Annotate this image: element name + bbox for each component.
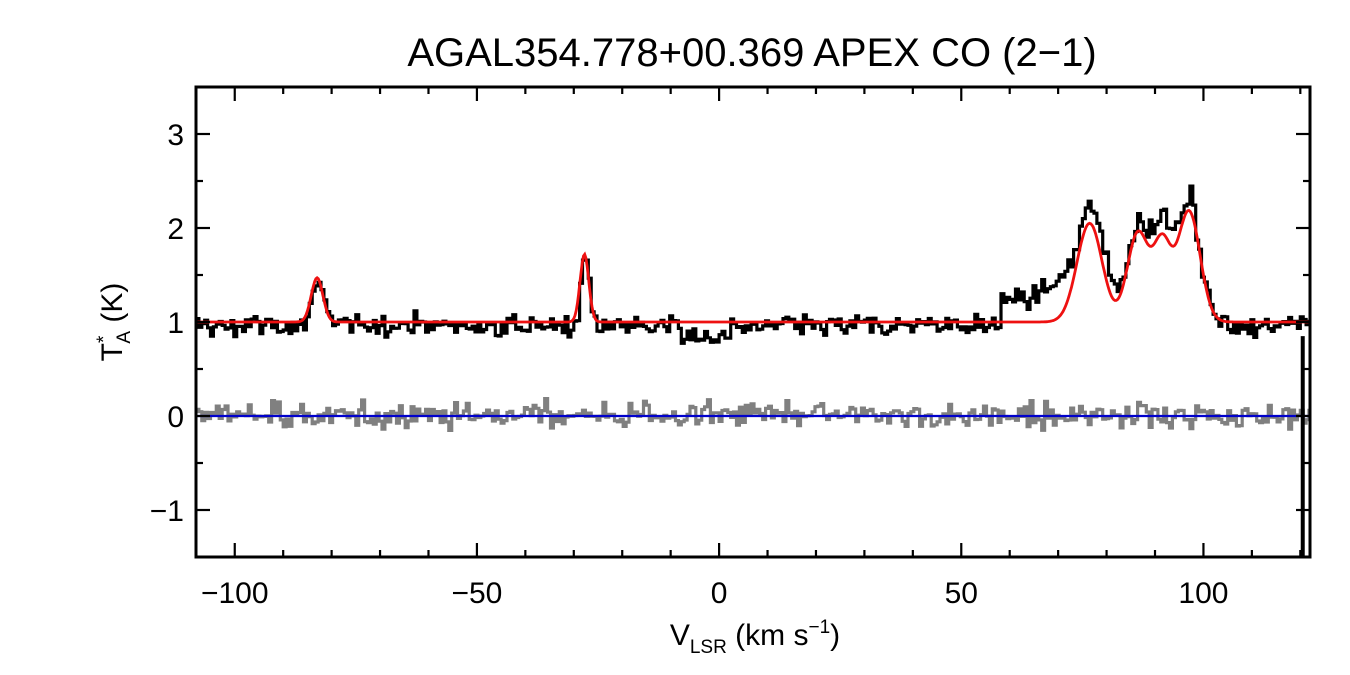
x-tick-labels: −100 −50 0 50 100 <box>201 577 1229 610</box>
x-tick-label: 50 <box>945 577 978 610</box>
y-axis-label: T*A (K) <box>94 283 135 362</box>
y-tick-label: 1 <box>167 307 184 340</box>
spectrum-line <box>196 184 1310 345</box>
x-tick-label: 100 <box>1178 577 1228 610</box>
x-axis-label: VLSR (km s−1) <box>670 617 840 658</box>
x-tick-label: 0 <box>711 577 728 610</box>
spectrum-series <box>196 184 1310 557</box>
x-tick-label: −100 <box>201 577 269 610</box>
y-tick-label: 0 <box>167 401 184 434</box>
axis-ticks <box>196 85 1310 559</box>
fit-series <box>196 208 1310 324</box>
x-tick-label: −50 <box>451 577 502 610</box>
residual-series <box>196 397 1310 432</box>
residual-line <box>196 397 1310 432</box>
y-tick-label: 3 <box>167 119 184 152</box>
chart-title: AGAL354.778+00.369 APEX CO (2−1) <box>407 31 1096 75</box>
y-tick-label: 2 <box>167 213 184 246</box>
y-tick-label: −1 <box>150 495 184 528</box>
fit-line <box>196 208 1310 324</box>
y-tick-labels: −1 0 1 2 3 <box>150 119 184 528</box>
